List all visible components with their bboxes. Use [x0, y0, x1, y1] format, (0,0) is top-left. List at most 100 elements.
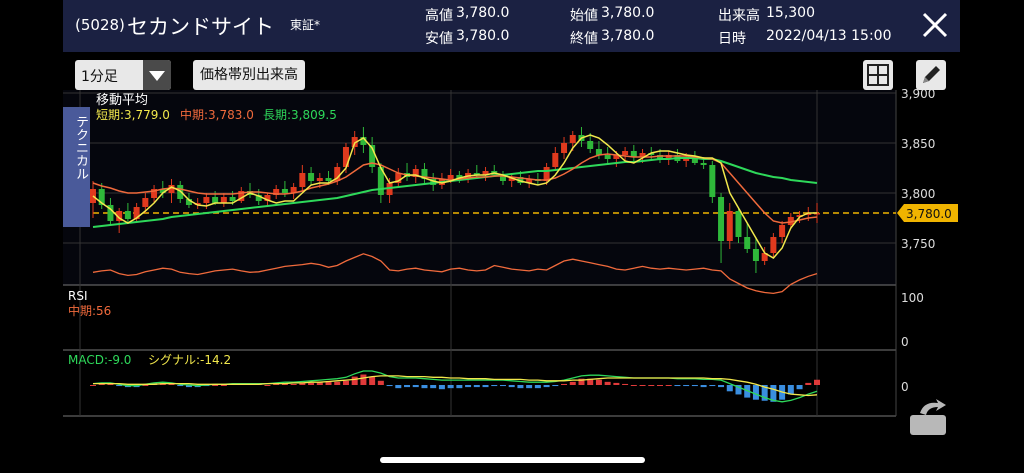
candle-body	[779, 225, 786, 237]
macd-histogram-bar	[220, 385, 227, 386]
stock-chart[interactable]: 3,9003,8503,8003,7501000013:0014:0015:00…	[63, 52, 960, 422]
candle-body	[639, 153, 646, 157]
fullscreen-icon	[910, 399, 946, 435]
candle-body	[656, 155, 663, 159]
macd-histogram-bar	[517, 385, 524, 389]
rsi-tick-label: 0	[901, 335, 909, 349]
technical-tab[interactable]: テクニカル	[63, 107, 90, 227]
technical-tab-label: テクニカル	[73, 115, 88, 180]
macd-histogram-bar	[308, 382, 315, 385]
low-label: 安値	[425, 31, 453, 47]
macd-histogram-bar	[386, 385, 393, 387]
candle-body	[194, 203, 201, 205]
candle-body	[142, 198, 149, 207]
candle-body	[316, 178, 323, 181]
candle-body	[761, 253, 768, 261]
current-price-tag	[897, 204, 958, 222]
candle-body	[665, 155, 672, 159]
candle-body	[552, 153, 559, 167]
macd-histogram-bar	[622, 383, 629, 385]
candle-body	[613, 155, 620, 159]
draw-button[interactable]	[916, 60, 946, 90]
candle-body	[229, 197, 236, 201]
ma-long-label: 長期:3,809.5	[263, 108, 337, 122]
candle-body	[133, 207, 140, 219]
macd-histogram-bar	[482, 385, 489, 388]
macd-histogram-bar	[369, 376, 376, 385]
macd-histogram-bar	[360, 374, 367, 385]
macd-histogram-bar	[604, 381, 611, 385]
candle-body	[447, 175, 454, 179]
macd-histogram-bar	[709, 385, 716, 387]
candle-body	[473, 173, 480, 175]
candle-body	[770, 237, 777, 253]
macd-histogram-bar	[107, 383, 114, 385]
candle-body	[569, 135, 576, 143]
rsi-tick-label: 100	[901, 291, 924, 305]
expand-chart-button[interactable]	[908, 397, 950, 437]
macd-histogram-bar	[543, 385, 550, 388]
macd-histogram-bar	[639, 385, 646, 386]
close-label: 終値	[570, 31, 598, 47]
layout-button[interactable]	[863, 60, 893, 90]
candle-body	[255, 195, 262, 201]
candle-body	[630, 151, 637, 157]
macd-histogram-bar	[630, 385, 637, 386]
dropdown-arrow[interactable]	[143, 60, 171, 90]
home-indicator	[380, 457, 645, 463]
high-value: 3,780.0	[456, 5, 510, 21]
interval-dropdown[interactable]: 1分足	[75, 60, 171, 90]
macd-histogram-bar	[796, 385, 803, 390]
candle-body	[369, 145, 376, 167]
price-tick-label: 3,900	[901, 87, 935, 101]
candle-body	[203, 197, 210, 203]
candle-body	[124, 211, 131, 219]
candle-body	[543, 167, 550, 181]
macd-histogram-bar	[726, 385, 733, 392]
current-price-label: 3,780.0	[906, 207, 952, 221]
macd-histogram-bar	[648, 385, 655, 386]
candle-body	[561, 143, 568, 153]
candle-body	[796, 215, 803, 217]
macd-histogram-bar	[316, 381, 323, 385]
macd-histogram-bar	[142, 385, 149, 386]
stock-name: セカンドサイト	[127, 15, 274, 39]
macd-histogram-bar	[325, 381, 332, 385]
candle-body	[290, 187, 297, 193]
signal-label: シグナル:-14.2	[148, 353, 231, 367]
candle-body	[718, 197, 725, 241]
ma-mid-label: 中期:3,783.0	[180, 107, 254, 122]
chart-area[interactable]: 3,9003,8503,8003,7501000013:0014:0015:00…	[63, 52, 960, 435]
candle-body	[351, 137, 358, 147]
market-label: 東証*	[290, 18, 321, 32]
chevron-down-icon	[149, 71, 165, 81]
macd-histogram-bar	[342, 380, 349, 385]
price-tick-label: 3,750	[901, 237, 935, 251]
volume-by-price-button[interactable]: 価格帯別出来高	[193, 60, 305, 90]
macd-label: MACD:-9.0	[68, 353, 131, 367]
macd-histogram-bar	[473, 385, 480, 388]
macd-histogram-bar	[735, 385, 742, 395]
macd-histogram-bar	[264, 385, 271, 386]
close-button[interactable]	[920, 10, 950, 40]
signal-line	[93, 375, 818, 397]
macd-histogram-bar	[185, 385, 192, 388]
macd-histogram-bar	[526, 385, 533, 389]
macd-histogram-bar	[299, 382, 306, 385]
macd-histogram-bar	[90, 385, 96, 386]
macd-histogram-bar	[421, 385, 428, 389]
close-icon	[922, 12, 948, 38]
candle-body	[212, 197, 219, 203]
candle-body	[342, 147, 349, 167]
macd-histogram-bar	[395, 385, 402, 389]
candle-body	[691, 157, 698, 163]
candle-body	[151, 189, 158, 198]
candle-body	[622, 151, 629, 155]
macd-histogram-bar	[691, 385, 698, 387]
candle-body	[377, 167, 384, 195]
macd-histogram-bar	[334, 381, 341, 385]
interval-label: 1分足	[81, 69, 118, 85]
macd-histogram-bar	[465, 385, 472, 388]
macd-histogram-bar	[447, 385, 454, 389]
candle-body	[395, 173, 402, 183]
